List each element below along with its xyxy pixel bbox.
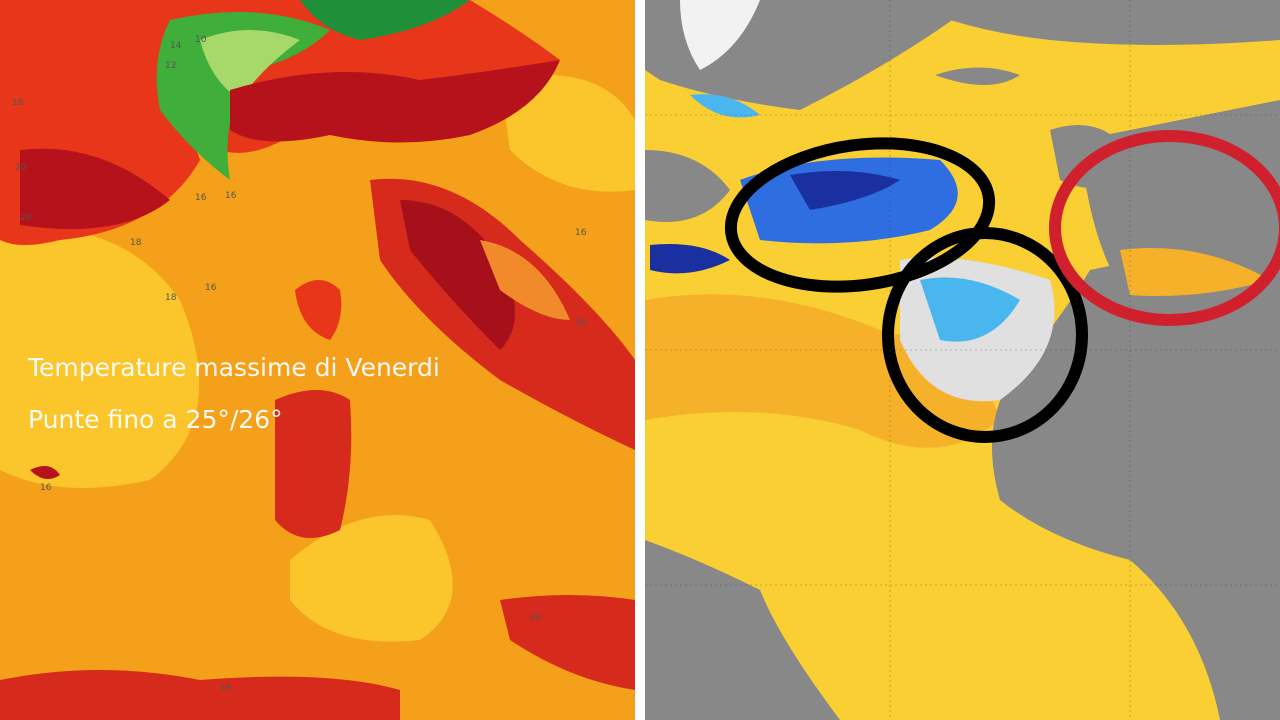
- contour-label: 18: [220, 683, 232, 693]
- contour-label: 20: [530, 613, 542, 623]
- contour-label: 16: [225, 191, 237, 201]
- highlight-ellipse: [882, 227, 1088, 443]
- contour-labels: 14 12 10 16 18 20 16 18 16 16 20 18 16 16 18 20: [12, 35, 587, 693]
- caption: Temperature massime di Venerdi: [27, 353, 440, 382]
- contour-label: 20: [15, 163, 27, 173]
- contour-label: 10: [195, 35, 207, 45]
- divider: [635, 0, 645, 720]
- temperature-map: Temperature massime di Venerdi Punte fin…: [0, 0, 635, 720]
- contour-label: 16: [195, 193, 207, 203]
- contour-label: 12: [165, 61, 176, 71]
- highlight-ellipse: [724, 137, 996, 293]
- contour-label: 18: [12, 98, 24, 108]
- sst-map: [645, 0, 1280, 720]
- contour-label: 16: [40, 483, 52, 493]
- contour-label: 18: [165, 293, 177, 303]
- contour-label: 20: [20, 213, 32, 223]
- highlight-ellipse: [1049, 130, 1280, 326]
- contour-label: 16: [575, 228, 587, 238]
- caption: Punte fino a 25°/26°: [28, 405, 283, 434]
- contour-label: 18: [130, 238, 142, 248]
- contour-label: 16: [575, 318, 587, 328]
- contour-label: 14: [170, 41, 182, 51]
- contour-label: 16: [205, 283, 217, 293]
